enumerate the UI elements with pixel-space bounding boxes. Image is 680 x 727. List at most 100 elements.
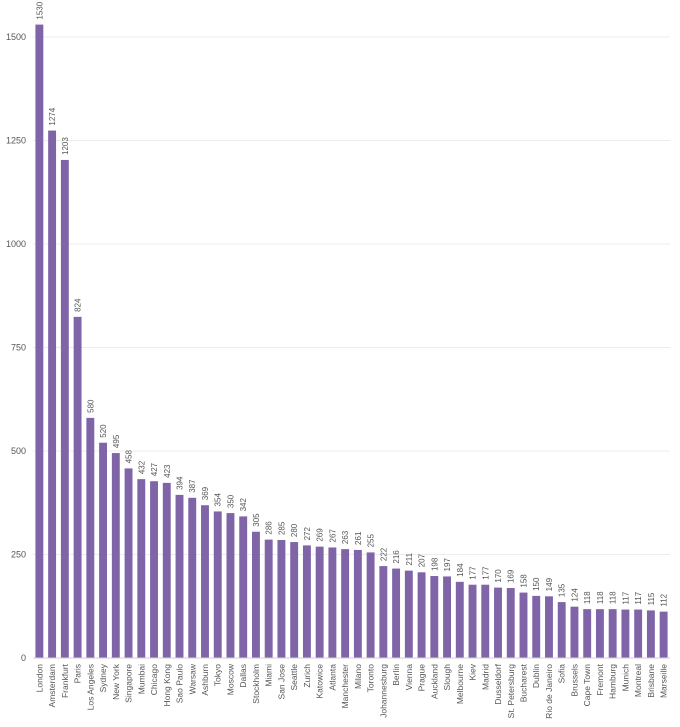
x-tick-label: Sydney (98, 663, 108, 692)
bar (404, 570, 413, 658)
bar (188, 497, 197, 658)
y-tick-label: 1250 (6, 136, 26, 146)
bar (290, 542, 299, 658)
bar (545, 596, 553, 658)
bar (226, 513, 235, 658)
x-tick-label: Mumbai (136, 664, 146, 694)
gridlines (33, 36, 670, 555)
data-label: 124 (570, 588, 579, 602)
x-tick-label: Melbourne (455, 664, 465, 704)
data-label: 197 (443, 558, 452, 572)
data-label: 387 (188, 479, 197, 493)
bar (264, 539, 273, 658)
x-tick-label: Manchester (340, 664, 350, 709)
bar (430, 576, 439, 658)
bar (366, 552, 375, 658)
bar (353, 549, 362, 658)
x-tick-label: Munich (620, 664, 630, 692)
data-label: 285 (277, 521, 286, 535)
bar (583, 609, 592, 658)
bar (302, 545, 311, 658)
data-label: 115 (647, 592, 656, 605)
data-label: 135 (558, 583, 567, 597)
bar (519, 592, 528, 658)
data-label: 1274 (48, 107, 57, 125)
data-label: 423 (163, 464, 172, 478)
x-tick-label: Singapore (124, 664, 134, 703)
bar (315, 546, 324, 658)
bar (481, 584, 490, 658)
x-tick-label: Stockholm (251, 664, 261, 704)
data-label: 198 (430, 557, 439, 571)
x-tick-label: Tokyo (213, 664, 223, 686)
x-tick-label: Montreal (633, 664, 643, 697)
x-tick-label: Marseille (659, 664, 669, 698)
data-label: 169 (507, 569, 516, 583)
x-tick-label: Auckland (429, 664, 439, 699)
data-label: 354 (214, 493, 223, 507)
x-tick-label: Kiev (468, 663, 478, 680)
x-tick-label: Slough (442, 664, 452, 691)
bar (48, 130, 57, 659)
data-label: 269 (316, 528, 325, 542)
data-label: 394 (176, 476, 185, 490)
x-tick-label: Sao Paulo (175, 664, 185, 703)
x-tick-label: Katowice (315, 664, 325, 699)
x-tick-label: Moscow (225, 663, 235, 695)
data-label: 1203 (61, 137, 70, 155)
x-tick-label: Toronto (366, 664, 376, 693)
bar (213, 511, 222, 658)
bar (252, 531, 260, 658)
data-label: 1530 (35, 1, 44, 19)
x-tick-label: Frankfurt (60, 663, 70, 698)
y-tick-label: 500 (11, 446, 26, 456)
x-tick-label: London (34, 664, 44, 693)
x-tick-label: Johannesburg (378, 664, 388, 718)
data-label: 495 (112, 434, 121, 448)
y-tick-label: 1000 (6, 239, 26, 249)
data-label: 158 (519, 574, 528, 588)
x-tick-label: Chicago (149, 664, 159, 695)
bar (659, 611, 668, 658)
data-label: 211 (405, 552, 414, 565)
bar (634, 609, 643, 658)
x-tick-label: Fremont (595, 663, 605, 695)
data-label: 222 (379, 547, 388, 561)
x-tick-label: Sofia (557, 664, 567, 684)
y-tick-label: 750 (11, 343, 26, 353)
bar (328, 547, 337, 658)
x-tick-label: Prague (417, 664, 427, 692)
bar (392, 568, 401, 658)
bar (621, 609, 630, 658)
data-label: 261 (354, 531, 363, 545)
data-label: 369 (201, 486, 210, 500)
x-tick-label: Brussels (569, 664, 579, 697)
bar (608, 609, 617, 658)
bar (494, 587, 502, 658)
data-label: 580 (86, 399, 95, 413)
bar (455, 581, 464, 658)
y-tick-label: 0 (21, 653, 26, 663)
data-label: 150 (532, 577, 541, 591)
x-tick-label: Hong Kong (162, 664, 172, 707)
x-tick-label: Madrid (480, 664, 490, 690)
x-tick-label: Bucharest (518, 663, 528, 702)
y-tick-label: 250 (11, 550, 26, 560)
bar (379, 566, 388, 658)
bar (86, 417, 95, 658)
data-label: 286 (265, 521, 274, 535)
x-tick-label: Brisbane (646, 664, 656, 698)
bar (646, 610, 655, 658)
bar (201, 505, 209, 658)
y-axis-ticks: 0 250 500 750 1000 1250 1500 (6, 32, 26, 663)
data-label: 305 (252, 513, 261, 527)
x-tick-label: Vienna (404, 664, 414, 691)
x-tick-label: Miami (264, 664, 274, 687)
x-axis-ticks: London Amsterdam Frankfurt Paris Los Angeles… (34, 663, 668, 719)
x-tick-label: Rio de Janeiro (544, 664, 554, 719)
x-tick-label: Milano (353, 664, 363, 689)
x-tick-label: Amsterdam (47, 664, 57, 707)
